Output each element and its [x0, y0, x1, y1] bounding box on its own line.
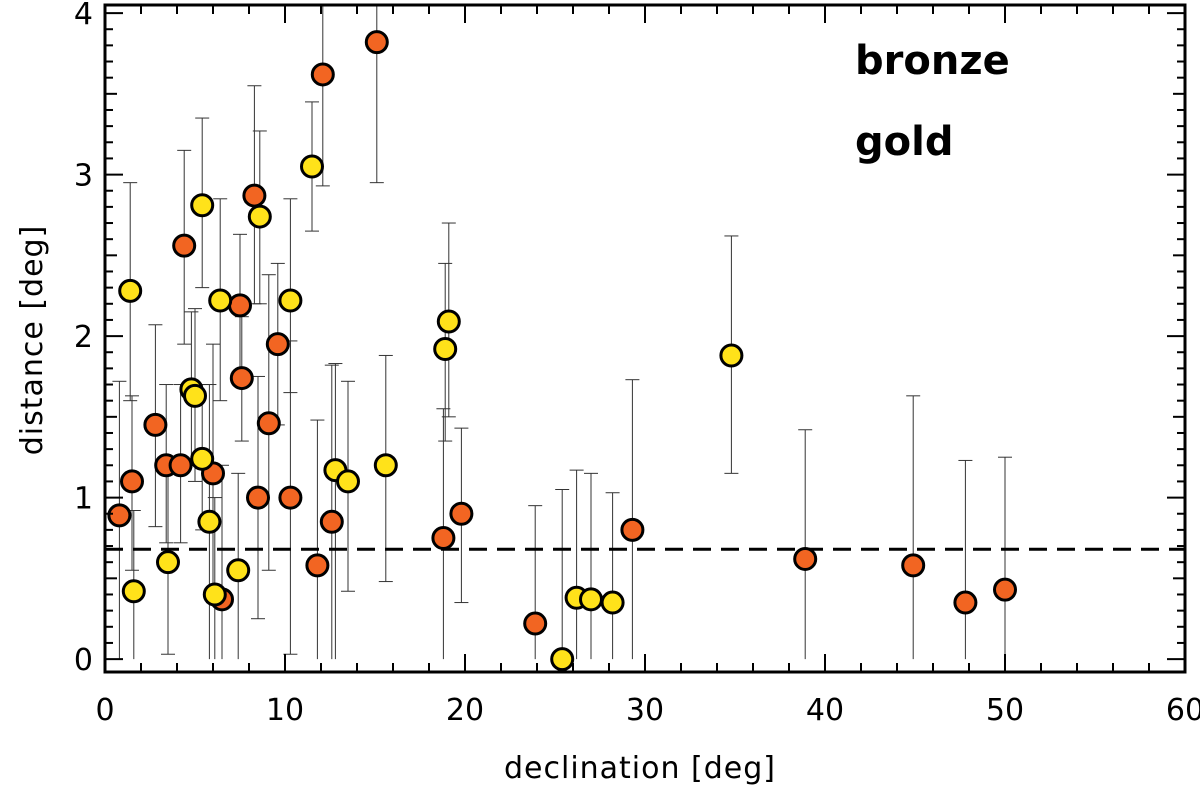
data-point-bronze — [310, 62, 335, 87]
data-point-bronze — [793, 546, 818, 571]
data-point-gold — [208, 288, 233, 313]
data-point-bronze — [319, 509, 344, 534]
x-tick-label: 0 — [95, 693, 114, 728]
data-point-bronze — [953, 590, 978, 615]
data-point-gold — [190, 193, 215, 218]
data-point-bronze — [229, 366, 254, 391]
x-tick-label: 40 — [806, 693, 844, 728]
legend-label-gold: gold — [855, 119, 953, 165]
data-point-bronze — [228, 293, 252, 318]
data-point-bronze — [120, 469, 144, 494]
data-point-bronze — [172, 233, 197, 258]
data-point-bronze — [620, 517, 645, 542]
x-tick-label: 20 — [446, 693, 484, 728]
data-point-gold — [226, 558, 251, 583]
data-point-gold — [247, 204, 272, 229]
y-tick-label: 1 — [74, 482, 93, 517]
y-tick-label: 4 — [74, 0, 93, 32]
data-point-bronze — [143, 412, 168, 437]
data-point-bronze — [246, 485, 270, 510]
data-point-bronze — [168, 453, 193, 478]
data-point-bronze — [901, 553, 926, 578]
data-point-gold — [433, 336, 458, 361]
data-point-gold — [336, 469, 360, 494]
data-point-gold — [183, 383, 207, 408]
data-point-gold — [373, 453, 398, 478]
data-point-gold — [579, 587, 603, 612]
data-point-bronze — [993, 577, 1017, 602]
data-point-gold — [197, 509, 222, 534]
data-point-bronze — [523, 611, 548, 636]
x-tick-label: 10 — [266, 693, 304, 728]
y-axis-label: distance [deg] — [15, 225, 50, 456]
data-point-gold — [118, 278, 143, 303]
x-axis-label: declination [deg] — [504, 751, 776, 786]
data-point-gold — [156, 550, 180, 575]
data-point-gold — [550, 647, 575, 672]
y-tick-label: 2 — [74, 320, 93, 355]
y-tick-label: 3 — [74, 159, 93, 194]
data-point-gold — [300, 154, 324, 179]
x-tick-label: 30 — [626, 693, 664, 728]
ticks-group: 0 10 20 30 40 50 60 0 1 2 3 4 — [74, 0, 1200, 728]
data-point-bronze — [256, 411, 281, 436]
data-point-bronze — [242, 183, 267, 208]
x-tick-label: 60 — [1166, 693, 1200, 728]
data-point-bronze — [364, 30, 389, 55]
data-point-gold — [436, 309, 461, 334]
data-point-bronze — [107, 503, 132, 528]
y-tick-label: 0 — [74, 643, 93, 678]
legend-label-bronze: bronze — [855, 38, 1010, 84]
data-point-gold — [121, 579, 146, 604]
data-point-bronze — [305, 553, 330, 578]
plot-frame — [103, 3, 1187, 674]
data-points-group — [107, 30, 1017, 672]
data-point-bronze — [431, 525, 456, 550]
error-bars-group — [112, 4, 1012, 660]
data-point-bronze — [449, 501, 474, 526]
data-point-gold — [719, 343, 744, 368]
data-point-gold — [202, 582, 227, 607]
data-point-bronze — [278, 485, 303, 510]
x-tick-label: 50 — [986, 693, 1024, 728]
data-point-gold — [600, 590, 625, 615]
data-point-gold — [278, 288, 303, 313]
data-point-gold — [190, 446, 215, 471]
data-point-bronze — [265, 332, 290, 357]
